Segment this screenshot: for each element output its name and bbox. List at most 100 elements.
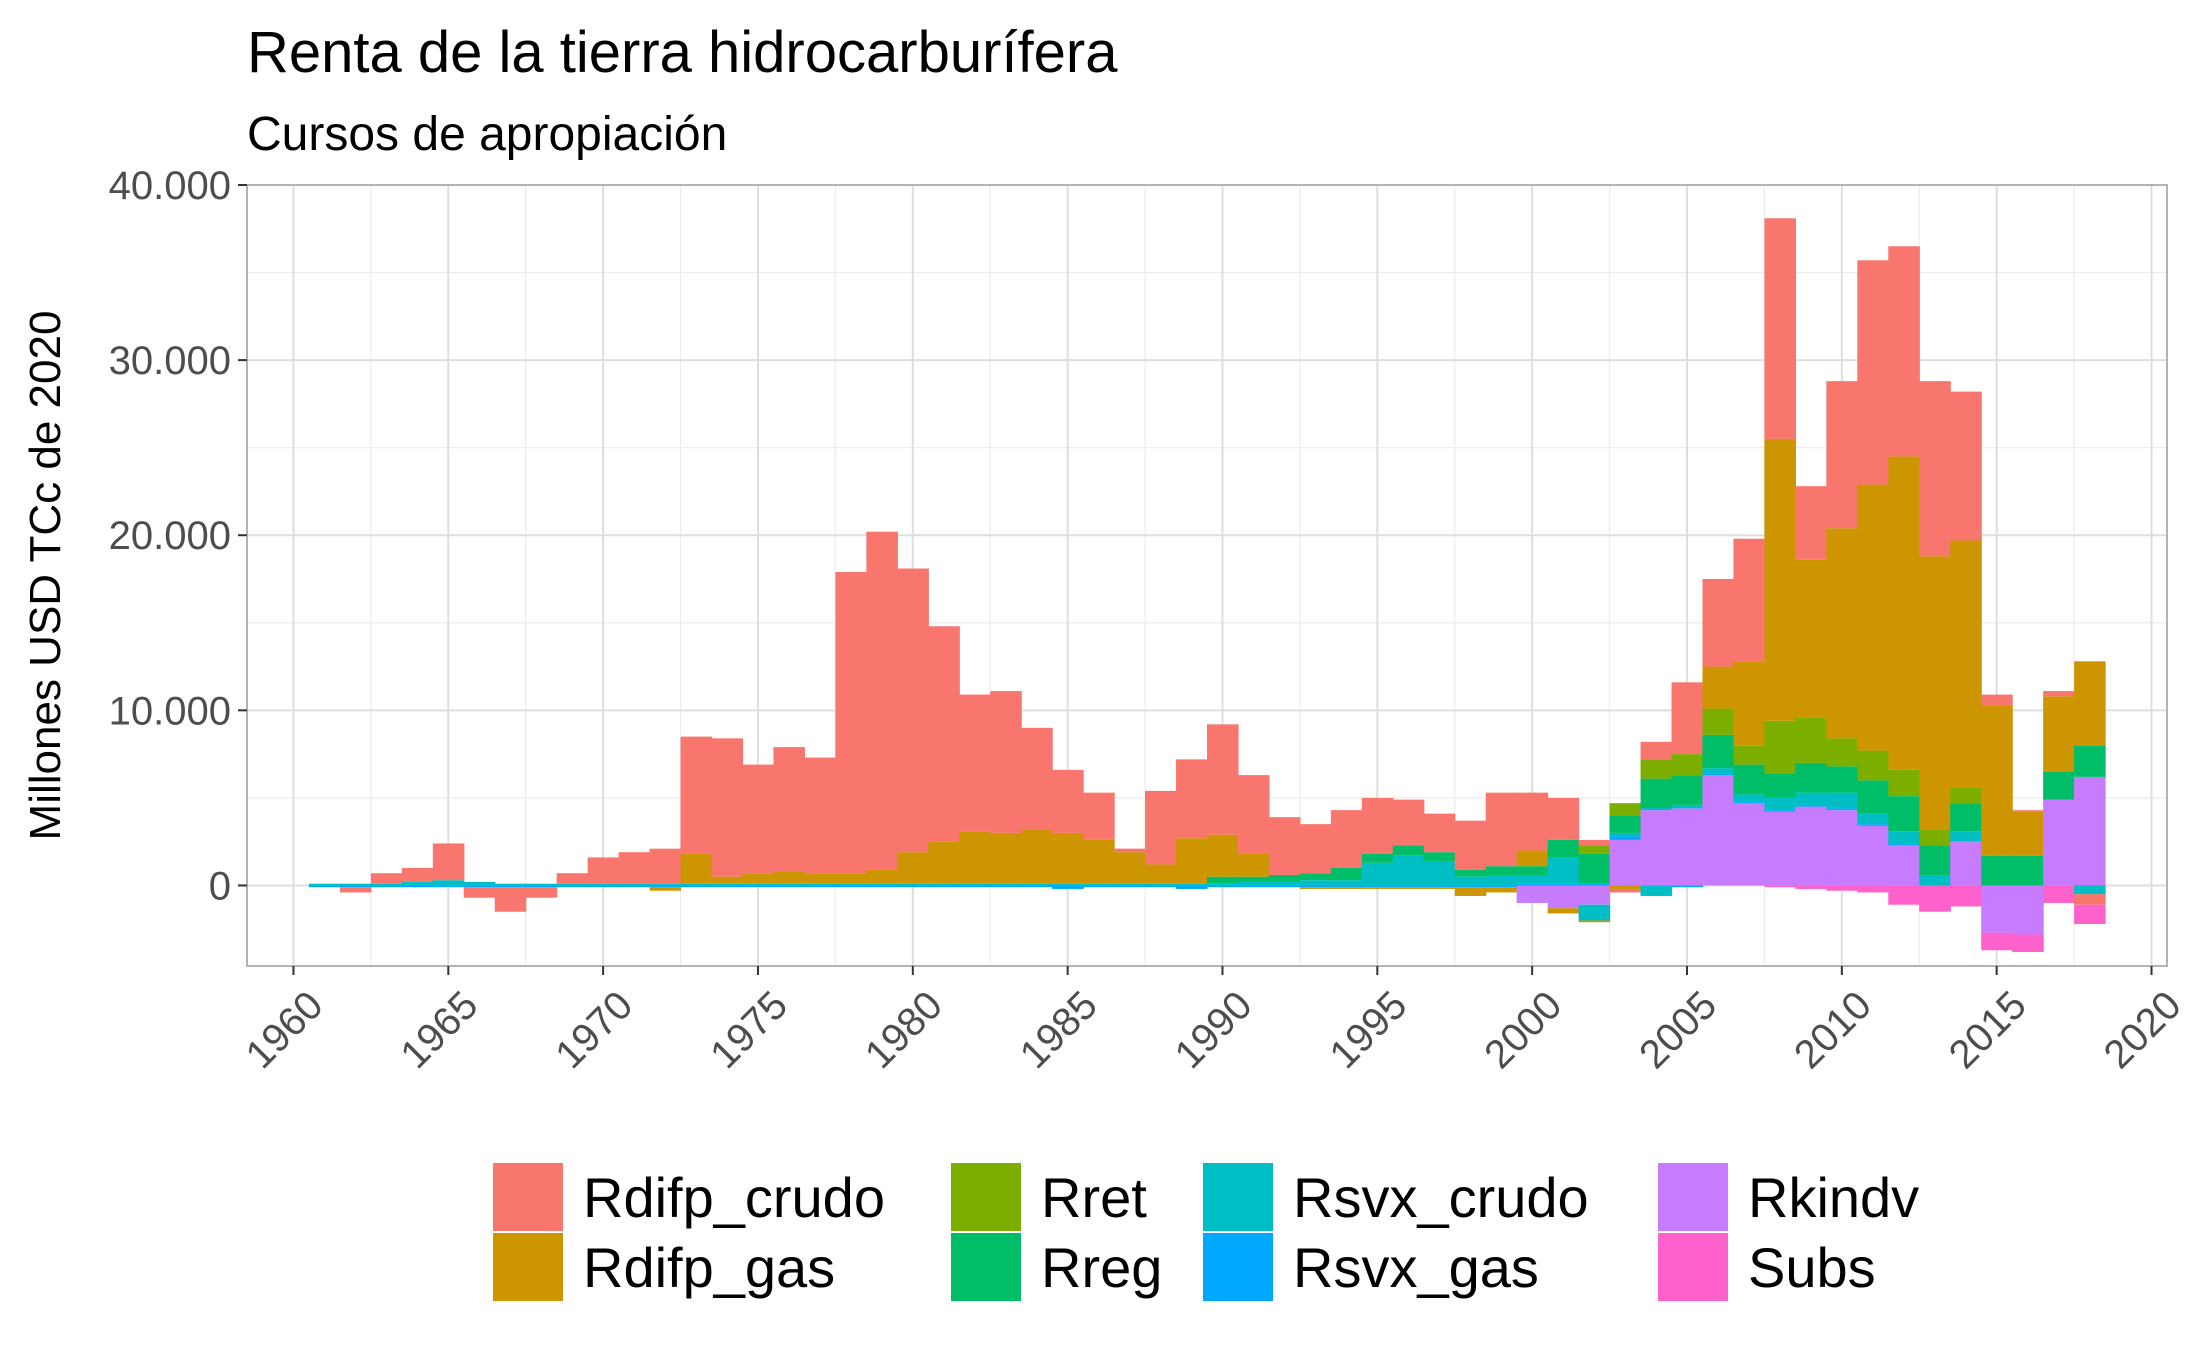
chart-title: Renta de la tierra hidrocarburífera — [247, 20, 1118, 85]
bar-segment — [1981, 932, 2013, 951]
bar-segment — [1609, 839, 1642, 886]
bar-segment — [959, 831, 991, 884]
bar-segment — [1857, 750, 1889, 781]
bar-segment — [1795, 804, 1827, 807]
x-axis-ticks: 1960 1965 1970 1975 1980 1985 1990 1995 2000 2005… — [238, 966, 2187, 1077]
bar-segment — [1052, 832, 1084, 884]
bar-segment — [773, 883, 806, 886]
bar-segment — [370, 885, 403, 888]
bar-segment — [1826, 885, 1858, 891]
bar-segment — [1795, 762, 1827, 793]
bar-segment — [1516, 885, 1549, 903]
bar-segment — [959, 883, 991, 886]
bar-segment — [339, 887, 372, 893]
bar-segment — [525, 887, 558, 898]
bar-segment — [1516, 874, 1549, 884]
y-tick-label: 20.000 — [109, 514, 231, 558]
bar-segment — [1609, 885, 1642, 889]
bar-segment — [1516, 792, 1549, 851]
bar-segment — [866, 869, 898, 884]
bar-segment — [1299, 880, 1332, 886]
bar-segment — [866, 885, 898, 888]
bar-segment — [742, 883, 775, 886]
bar-segment — [1454, 885, 1487, 888]
y-tick-label: 0 — [209, 864, 231, 908]
bar-segment — [1733, 661, 1766, 746]
bar-segment — [1268, 881, 1301, 886]
bar-segment — [1764, 810, 1796, 812]
bar-segment — [2074, 894, 2106, 905]
bar-segment — [1330, 867, 1363, 881]
bar-segment — [711, 885, 744, 888]
x-tick-label: 1990 — [1167, 983, 1261, 1077]
bar-segment — [1950, 391, 1982, 541]
bar-segment — [1609, 836, 1642, 840]
bar-segment — [1454, 820, 1487, 870]
bar-segment — [1145, 790, 1177, 865]
bar-segment — [1176, 883, 1208, 886]
legend-label: Rdifp_gas — [583, 1236, 835, 1299]
bar-segment — [1857, 484, 1889, 751]
bar-segment — [804, 883, 836, 886]
x-tick-label: 1980 — [857, 983, 951, 1077]
x-tick-label: 2005 — [1631, 983, 1725, 1077]
legend-label: Rdifp_crudo — [583, 1166, 885, 1229]
bar-segment — [463, 887, 496, 898]
bar-segment — [1919, 829, 1951, 846]
x-tick-label: 1970 — [547, 983, 641, 1077]
bar-segment — [463, 885, 496, 888]
x-tick-label: 1975 — [702, 983, 796, 1077]
bar-segment — [1021, 883, 1053, 886]
bar-segment — [928, 626, 960, 842]
bar-segment — [1578, 839, 1611, 846]
bar-segment — [1671, 885, 1704, 888]
bar-segment — [401, 885, 434, 888]
bar-segment — [1330, 887, 1363, 889]
bar-segment — [866, 883, 898, 886]
bars-layer — [308, 218, 2106, 952]
bar-segment — [1609, 803, 1642, 816]
bar-segment — [835, 883, 867, 886]
bar-segment — [897, 883, 929, 886]
bar-segment — [1454, 869, 1487, 877]
bar-segment — [1299, 885, 1332, 888]
bar-segment — [1114, 852, 1146, 884]
bar-segment — [1857, 260, 1889, 485]
bar-segment — [1083, 885, 1115, 888]
bar-segment — [1888, 831, 1920, 844]
bar-segment — [1764, 885, 1796, 888]
bar-segment — [1733, 803, 1766, 886]
bar-segment — [990, 832, 1022, 884]
bar-segment — [1764, 218, 1796, 439]
bar-segment — [1423, 887, 1456, 889]
bar-segment — [1237, 876, 1270, 882]
bar-segment — [1764, 797, 1796, 811]
bar-segment — [1516, 866, 1549, 875]
bar-segment — [2043, 691, 2075, 697]
bar-segment — [1795, 717, 1827, 763]
bar-segment — [1299, 824, 1332, 874]
bar-segment — [1578, 883, 1611, 886]
bar-segment — [1888, 885, 1920, 905]
bar-segment — [959, 885, 991, 888]
legend-label: Subs — [1748, 1236, 1876, 1299]
bar-segment — [897, 885, 929, 888]
bar-segment — [1578, 853, 1611, 884]
bar-segment — [1733, 764, 1766, 795]
bar-segment — [401, 881, 434, 886]
bar-segment — [1454, 887, 1487, 896]
bar-segment — [1052, 883, 1084, 886]
bar-segment — [1733, 538, 1766, 662]
bar-segment — [463, 881, 496, 886]
y-tick-label: 30.000 — [109, 339, 231, 383]
bar-segment — [897, 568, 929, 853]
bar-segment — [1578, 920, 1611, 923]
bar-segment — [1485, 874, 1518, 886]
bar-segment — [1454, 876, 1487, 886]
bar-segment — [339, 885, 372, 888]
legend-swatch — [493, 1233, 563, 1301]
bar-segment — [1392, 799, 1425, 846]
bar-segment — [680, 883, 713, 886]
